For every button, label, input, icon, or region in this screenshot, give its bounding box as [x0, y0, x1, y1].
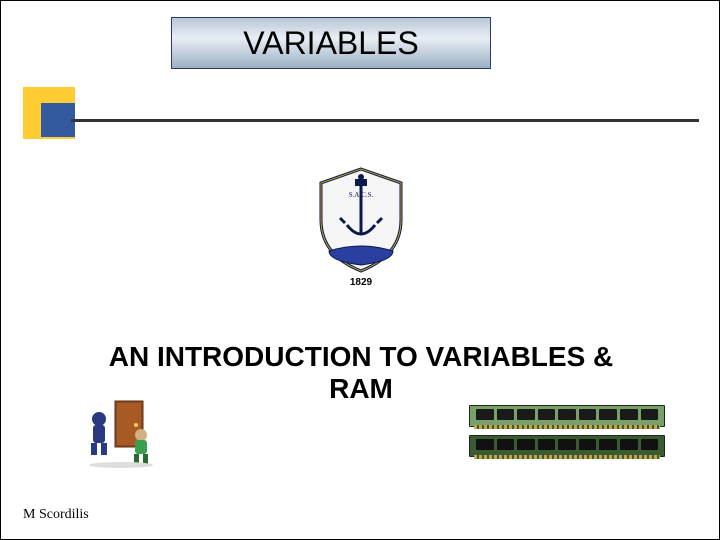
slide: VARIABLES S.A.C.S. 1829 AN INTRODUCTION …: [0, 0, 720, 540]
decor-square-blue: [41, 103, 75, 137]
ram-chips-row: [476, 439, 658, 450]
crest-year: 1829: [350, 277, 372, 288]
horizontal-rule: [71, 119, 699, 122]
ram-stick: [469, 405, 665, 427]
school-crest: S.A.C.S. 1829: [285, 151, 437, 301]
author-label: M Scordilis: [23, 507, 89, 523]
ram-stick: [469, 435, 665, 457]
title-box: VARIABLES: [171, 17, 491, 69]
svg-text:S.A.C.S.: S.A.C.S.: [349, 191, 374, 199]
subtitle: AN INTRODUCTION TO VARIABLES & RAM: [21, 341, 701, 405]
ram-sticks: [469, 405, 665, 457]
cartoon-clipart: [81, 399, 161, 469]
ram-chips-row: [476, 409, 658, 420]
crest-icon: S.A.C.S.: [311, 165, 411, 275]
page-title: VARIABLES: [243, 25, 418, 62]
subtitle-line-1: AN INTRODUCTION TO VARIABLES &: [21, 341, 701, 373]
door-people-icon: [81, 399, 161, 469]
